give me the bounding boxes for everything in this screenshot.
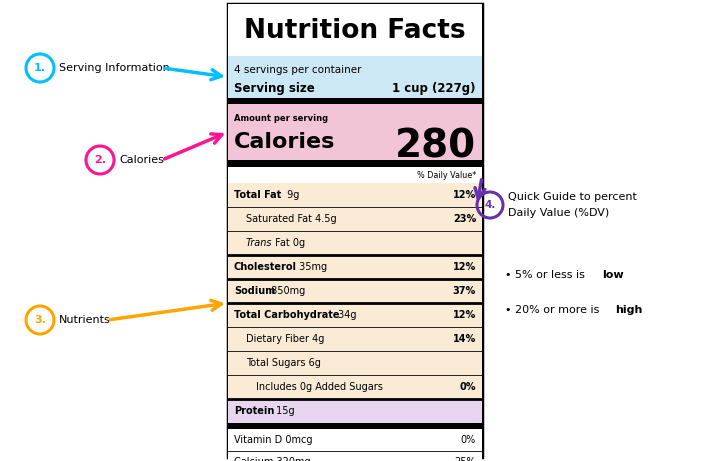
Text: low: low (602, 270, 624, 280)
Text: Fat 0g: Fat 0g (272, 238, 305, 248)
Bar (228, 399, 482, 423)
Text: Serving size: Serving size (234, 82, 315, 95)
Bar (228, 423, 482, 429)
Text: 12%: 12% (453, 190, 476, 200)
Text: 14%: 14% (453, 334, 476, 344)
Text: % Daily Value*: % Daily Value* (417, 171, 476, 179)
Text: 15g: 15g (273, 406, 294, 416)
Text: 1.: 1. (34, 63, 46, 73)
Text: Calories: Calories (119, 155, 164, 165)
Text: Protein: Protein (234, 406, 274, 416)
Bar (228, 4, 482, 56)
Text: 2.: 2. (94, 155, 106, 165)
Text: Total Sugars 6g: Total Sugars 6g (246, 358, 321, 368)
Text: Cholesterol: Cholesterol (234, 262, 297, 272)
Bar (228, 207, 482, 231)
Text: 23%: 23% (453, 214, 476, 224)
Text: 12%: 12% (453, 262, 476, 272)
Text: 34g: 34g (335, 310, 356, 320)
Text: Nutrition Facts: Nutrition Facts (244, 18, 466, 44)
Text: Saturated Fat 4.5g: Saturated Fat 4.5g (246, 214, 337, 224)
Bar (228, 167, 482, 183)
Text: • 5% or less is: • 5% or less is (505, 270, 588, 280)
Text: 35mg: 35mg (296, 262, 327, 272)
Text: Total Carbohydrate: Total Carbohydrate (234, 310, 340, 320)
Text: 0%: 0% (461, 435, 476, 445)
Bar (228, 183, 482, 207)
Text: high: high (615, 305, 642, 315)
Text: 4 servings per container: 4 servings per container (234, 65, 361, 75)
Text: 9g: 9g (284, 190, 300, 200)
Text: Nutrients: Nutrients (59, 315, 111, 325)
Bar (228, 279, 482, 303)
Text: 4.: 4. (485, 200, 495, 210)
Bar (228, 231, 482, 255)
Bar (228, 104, 482, 160)
Text: 25%: 25% (454, 457, 476, 461)
Text: 37%: 37% (453, 286, 476, 296)
Bar (228, 327, 482, 351)
Text: Quick Guide to percent: Quick Guide to percent (508, 192, 637, 202)
Bar (228, 429, 482, 451)
Bar (228, 255, 482, 279)
Text: Dietary Fiber 4g: Dietary Fiber 4g (246, 334, 325, 344)
Text: 280: 280 (395, 127, 476, 165)
Text: Includes 0g Added Sugars: Includes 0g Added Sugars (256, 382, 383, 392)
Bar (228, 56, 482, 98)
Text: 12%: 12% (453, 310, 476, 320)
Bar (228, 160, 482, 167)
Text: 0%: 0% (459, 382, 476, 392)
Text: Amount per serving: Amount per serving (234, 113, 328, 123)
Text: 3.: 3. (34, 315, 46, 325)
Text: Serving Information: Serving Information (59, 63, 170, 73)
Text: • 20% or more is: • 20% or more is (505, 305, 603, 315)
Bar (228, 303, 482, 327)
Text: 850mg: 850mg (268, 286, 305, 296)
Text: Calories: Calories (234, 132, 336, 152)
Bar (228, 351, 482, 375)
Bar (228, 4, 482, 457)
Text: Total Fat: Total Fat (234, 190, 282, 200)
Text: 1 cup (227g): 1 cup (227g) (392, 82, 476, 95)
Bar (228, 451, 482, 461)
Text: Sodium: Sodium (234, 286, 275, 296)
Text: Calcium 320mg: Calcium 320mg (234, 457, 310, 461)
Bar (228, 98, 482, 104)
Text: Trans: Trans (246, 238, 272, 248)
Text: Daily Value (%DV): Daily Value (%DV) (508, 208, 609, 218)
Bar (228, 375, 482, 399)
Text: Vitamin D 0mcg: Vitamin D 0mcg (234, 435, 312, 445)
